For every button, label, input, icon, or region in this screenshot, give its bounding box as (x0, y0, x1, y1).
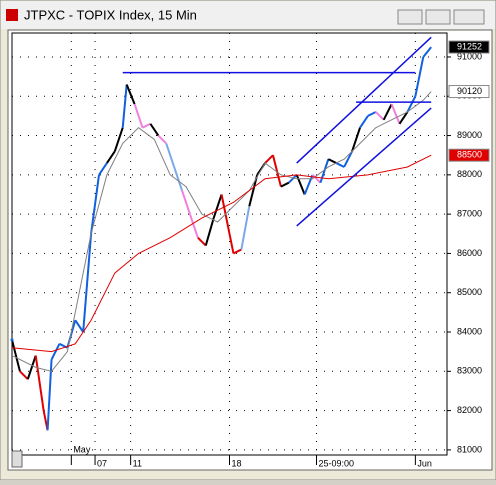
moving-average (11, 154, 432, 353)
price-segment (125, 84, 136, 105)
price-segment (50, 343, 61, 360)
price-segment (113, 127, 124, 152)
price-segment (98, 162, 108, 176)
app-icon (6, 9, 18, 21)
y-tick-label: 84000 (457, 326, 482, 336)
price-segment (189, 213, 199, 239)
price-segment (142, 122, 151, 129)
price-segment (406, 95, 417, 113)
x-tick-label: May (73, 444, 91, 454)
y-tick-label: 91000 (457, 51, 482, 61)
price-segment (165, 143, 176, 168)
price-segment (319, 158, 330, 184)
minimize-button[interactable] (397, 9, 423, 25)
price-segment (240, 206, 251, 250)
price-segment (382, 103, 393, 121)
price-segment (34, 355, 45, 411)
price-segment (295, 174, 306, 195)
price-segment (11, 339, 21, 372)
y-tick-label: 82000 (457, 405, 482, 415)
price-segment (157, 134, 167, 145)
window-title: JTPXC - TOPIX Index, 15 Min (24, 7, 197, 22)
moving-average (11, 91, 432, 372)
last-value-label: 91252 (457, 41, 482, 51)
price-segment (414, 56, 425, 97)
price-segment (311, 174, 322, 184)
price-segment (228, 233, 235, 254)
price-segment (327, 158, 337, 164)
x-tick-label: 18 (232, 458, 242, 468)
last-value-box (448, 40, 490, 54)
price-segment (82, 233, 93, 333)
price-segment (90, 174, 100, 234)
y-tick-label: 81000 (457, 444, 482, 454)
price-point (10, 338, 14, 342)
maximize-button[interactable] (425, 9, 451, 25)
plot-area (11, 32, 448, 456)
last-value-label: 90120 (457, 86, 482, 96)
trend-line (296, 36, 432, 164)
price-segment (212, 194, 223, 219)
close-button[interactable] (453, 9, 485, 25)
x-tick-label: Jun (417, 458, 432, 468)
y-tick-label: 89000 (457, 130, 482, 140)
price-segment (280, 181, 290, 188)
price-segment (133, 103, 144, 129)
price-segment (390, 103, 401, 125)
price-segment (106, 150, 116, 164)
y-tick-label: 86000 (457, 248, 482, 258)
price-segment (335, 162, 345, 168)
price-segment (303, 174, 314, 195)
price-segment (233, 248, 242, 255)
price-segment (173, 166, 183, 191)
price-segment (398, 111, 409, 125)
scroll-box[interactable] (11, 450, 23, 468)
price-segment (343, 150, 353, 168)
price-segment (272, 154, 282, 187)
x-tick-label: 07 (97, 458, 107, 468)
price-segment (422, 46, 432, 58)
price-segment (26, 355, 37, 380)
x-tick-label: 25-09:00 (319, 458, 355, 468)
y-tick-label: 85000 (457, 287, 482, 297)
price-segment (181, 190, 191, 215)
y-tick-label: 87000 (457, 209, 482, 219)
price-segment (359, 115, 369, 129)
last-value-label: 88500 (457, 150, 482, 160)
price-segment (19, 370, 29, 380)
price-segment (375, 111, 385, 121)
price-segment (204, 217, 215, 246)
trend-line (296, 107, 432, 227)
y-tick-label: 88000 (457, 169, 482, 179)
price-segment (74, 319, 85, 333)
price-segment (288, 174, 298, 184)
price-segment (264, 154, 274, 164)
price-segment (197, 237, 207, 247)
price-segment (351, 127, 361, 152)
price-segment (121, 84, 128, 128)
last-value-box (448, 85, 490, 99)
price-segment (367, 111, 377, 117)
last-value-box (448, 148, 490, 162)
y-tick-label: 83000 (457, 366, 482, 376)
price-segment (149, 123, 160, 137)
x-tick-label: 11 (133, 458, 142, 468)
